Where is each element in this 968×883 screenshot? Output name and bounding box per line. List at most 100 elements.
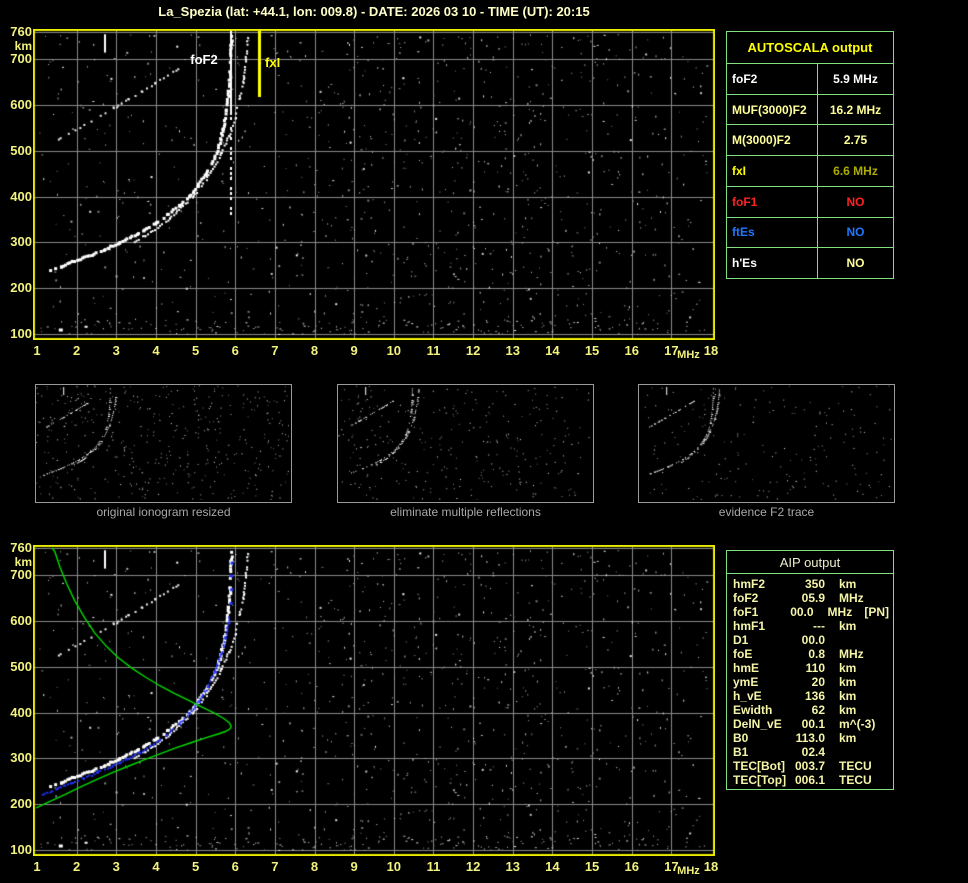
x-tick-label: 7 [271, 859, 279, 874]
aip-row-unit [839, 633, 881, 647]
aip-row-unit: MHz [839, 647, 864, 661]
y-tick-label: 600 [10, 97, 32, 113]
aip-row: D1 00.0 [733, 633, 893, 647]
x-tick-label: 17 [664, 343, 679, 358]
autoscala-row-label: MUF(3000)F2 [727, 94, 818, 125]
y-axis-unit-label: km [14, 39, 32, 53]
thumbnail-caption-reflections: eliminate multiple reflections [390, 505, 541, 519]
y-tick-label: 400 [10, 704, 32, 720]
aip-row: B0 113.0 km [733, 731, 893, 745]
aip-row: Ewidth 62 km [733, 703, 893, 717]
aip-row-value: 05.9 [801, 591, 825, 605]
autoscala-row-label: h'Es [727, 248, 818, 279]
x-tick-label: 3 [112, 859, 120, 874]
autoscala-row: MUF(3000)F2 16.2 MHz [727, 94, 893, 126]
aip-row-value: 00.0 [801, 633, 825, 647]
x-axis-unit-label: MHz [677, 349, 700, 361]
aip-row-note [889, 661, 893, 675]
aip-row-unit: km [839, 689, 857, 703]
x-tick-label: 5 [191, 343, 200, 358]
aip-row-note [889, 591, 893, 605]
aip-row-label: ymE [733, 675, 759, 689]
aip-row-unit: km [839, 731, 857, 745]
autoscala-row-value: NO [846, 225, 865, 240]
x-tick-label: 18 [703, 859, 719, 874]
ionogram-plot-top [33, 29, 715, 340]
x-tick-label: 12 [465, 343, 481, 358]
x-tick-label: 4 [152, 859, 160, 874]
x-tick-label: 8 [310, 343, 319, 358]
aip-row-unit: MHz [827, 605, 853, 619]
x-axis-unit-label: MHz [677, 865, 700, 877]
ionogram-plot-bottom [33, 545, 715, 856]
aip-row-value: 00.1 [801, 717, 825, 731]
autoscala-row-label: fxI [727, 156, 818, 186]
aip-row-label: B0 [733, 731, 749, 745]
aip-row: hmE 110 km [733, 661, 893, 675]
aip-row-label: foF2 [733, 591, 759, 605]
x-tick-label: 18 [703, 343, 719, 358]
x-tick-label: 3 [112, 343, 120, 358]
aip-row-unit [839, 745, 881, 759]
aip-row: TEC[Top] 006.1 TECU [733, 773, 893, 787]
aip-row: B1 02.4 [733, 745, 893, 759]
x-tick-label: 17 [664, 859, 679, 874]
y-tick-label: 500 [10, 142, 32, 158]
aip-row: TEC[Bot] 003.7 TECU [733, 759, 893, 773]
x-tick-label: 11 [426, 859, 441, 874]
marker-label-foF2: foF2 [190, 52, 218, 67]
aip-row-value: 62 [811, 703, 825, 717]
autoscala-table-header: AUTOSCALA output [727, 32, 893, 64]
x-tick-label: 13 [505, 859, 520, 874]
x-tick-label: 9 [350, 343, 358, 358]
aip-row-unit: km [839, 577, 857, 591]
aip-row-unit: m^(-3) [839, 717, 876, 731]
aip-row: foF2 05.9 MHz [733, 591, 893, 605]
autoscala-row: ftEs NO [727, 217, 893, 249]
autoscala-row-label: M(3000)F2 [727, 125, 818, 156]
x-tick-label: 1 [33, 859, 41, 874]
y-tick-label: 200 [10, 280, 32, 296]
aip-row-label: hmF2 [733, 577, 766, 591]
aip-row-label: Ewidth [733, 703, 773, 717]
thumbnail-caption-original: original ionogram resized [96, 505, 231, 519]
y-tick-label: 200 [10, 796, 32, 812]
x-tick-label: 16 [624, 343, 639, 358]
thumbnail-evidence-f2 [638, 384, 895, 503]
aip-output-table: AIP output hmF2 350 km foF2 05.9 MHz foF1 00.0 M… [726, 550, 894, 790]
aip-row-label: hmE [733, 661, 760, 675]
x-tick-label: 7 [271, 343, 279, 358]
autoscala-row: foF1 NO [727, 186, 893, 218]
aip-row-value: 0.8 [808, 647, 825, 661]
aip-row-note [889, 759, 893, 773]
autoscala-row-label: foF1 [727, 186, 818, 217]
autoscala-output-table: AUTOSCALA output foF2 5.9 MHz MUF(3000)F2 1… [726, 31, 894, 279]
x-tick-label: 14 [545, 859, 560, 874]
thumbnail-eliminate-reflections [337, 384, 594, 503]
x-tick-label: 15 [584, 343, 600, 358]
aip-row-value: 003.7 [794, 759, 825, 773]
autoscala-row-label: foF2 [727, 64, 818, 94]
aip-table-header: AIP output [727, 551, 893, 574]
aip-row-note [889, 773, 893, 787]
aip-row-value: 02.4 [801, 745, 825, 759]
aip-row-value: 136 [804, 689, 825, 703]
y-tick-label: 500 [10, 658, 32, 674]
aip-row-value: 113.0 [795, 731, 825, 745]
autoscala-row-value: 5.9 MHz [833, 71, 878, 86]
bottom-ionogram-canvas [33, 545, 715, 856]
aip-row-note [889, 745, 893, 759]
aip-row-note [889, 717, 893, 731]
aip-row-note: [PN] [864, 605, 889, 619]
autoscala-row: h'Es NO [727, 248, 893, 279]
x-tick-label: 10 [386, 343, 402, 358]
y-tick-label: 760 [10, 540, 32, 555]
aip-row-label: foE [733, 647, 753, 661]
aip-row-unit: km [839, 675, 857, 689]
x-tick-label: 1 [33, 343, 41, 358]
y-tick-label: 400 [10, 188, 32, 204]
aip-row-note [889, 633, 893, 647]
aip-row-label: DelN_vE [733, 717, 782, 731]
aip-row-unit: km [839, 661, 857, 675]
aip-row-unit: km [839, 619, 857, 633]
